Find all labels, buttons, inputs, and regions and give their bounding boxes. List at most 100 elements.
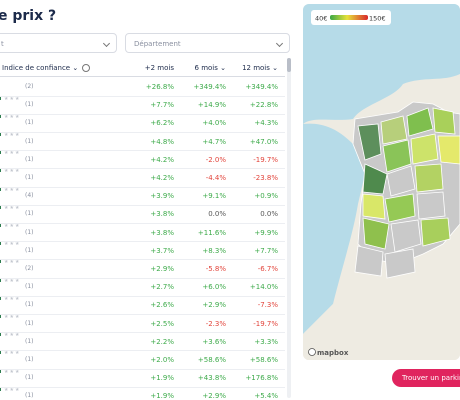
change-value: +4.7% — [202, 137, 226, 146]
change-value: -6.7% — [257, 265, 278, 273]
rating-count: (1) — [25, 228, 34, 236]
find-parking-button[interactable]: Trouver un parking — [392, 369, 460, 387]
change-value: +1.9% — [150, 374, 174, 383]
change-value: +7.7% — [254, 246, 278, 255]
rating-count: (1) — [25, 319, 34, 327]
rating-count: (1) — [25, 210, 34, 218]
change-value: +2.0% — [150, 356, 174, 364]
change-value: 0.0% — [208, 210, 226, 219]
rating-stars: ★★★ — [0, 139, 20, 158]
rating-count: (2) — [25, 265, 34, 272]
change-value: +3.6% — [202, 337, 226, 346]
change-value: 0.0% — [260, 210, 278, 219]
row-divider — [0, 95, 285, 97]
change-value: -4.4% — [205, 174, 226, 182]
legend-max: 150€ — [369, 15, 386, 23]
row-divider — [0, 259, 285, 261]
change-value: +349.4% — [245, 83, 278, 91]
header-text: 12 mois — [242, 64, 270, 72]
column-header[interactable]: 6 mois ⌄ — [194, 64, 226, 72]
change-value: +2.5% — [150, 319, 174, 328]
rating-stars: ★★★ — [0, 230, 20, 249]
change-value: +3.7% — [150, 246, 174, 255]
change-value: -23.8% — [253, 174, 278, 182]
rating-count: (1) — [25, 101, 34, 109]
rating-stars: ★★★ — [0, 248, 20, 267]
rating-count: (4) — [25, 192, 34, 200]
change-value: +2.6% — [150, 301, 174, 310]
rating-count: (1) — [25, 337, 34, 345]
row-divider — [0, 332, 285, 334]
row-divider — [0, 131, 285, 133]
rating-count: (1) — [25, 137, 34, 145]
map-attribution: mapbox — [317, 349, 349, 357]
column-header[interactable]: +2 mois — [145, 64, 174, 72]
row-divider — [0, 113, 285, 115]
change-value: +3.8% — [150, 210, 174, 219]
change-value: -2.3% — [205, 319, 226, 328]
rating-stars: ★★★ — [0, 157, 20, 176]
change-value: +4.2% — [150, 174, 174, 182]
change-value: +6.0% — [202, 283, 226, 292]
change-value: +4.0% — [202, 119, 226, 128]
rating-stars: ★★★ — [0, 212, 20, 231]
change-value: +47.0% — [249, 137, 278, 146]
row-divider — [0, 150, 285, 152]
change-value: -5.8% — [205, 265, 226, 273]
rating-count: (1) — [25, 301, 34, 309]
change-value: +0.9% — [254, 192, 278, 201]
page-title: e prix ? — [0, 8, 57, 24]
rating-count: (1) — [25, 356, 34, 363]
rating-stars: ★★★ — [0, 285, 20, 304]
change-value: +2.9% — [202, 301, 226, 310]
change-value: +43.8% — [197, 374, 226, 383]
change-value: +3.3% — [254, 337, 278, 346]
row-divider — [0, 241, 285, 243]
rating-stars: ★★★ — [0, 121, 20, 140]
header-text: Indice de confiance — [2, 64, 71, 72]
change-value: +7.7% — [150, 101, 174, 110]
column-header[interactable]: 12 mois ⌄ — [242, 64, 278, 72]
change-value: +4.2% — [150, 155, 174, 164]
change-value: +3.9% — [150, 192, 174, 201]
rating-stars: ★★★ — [0, 394, 20, 400]
rating-stars: ★★★ — [0, 376, 20, 395]
select-value: t — [1, 40, 4, 48]
change-value: +14.9% — [197, 101, 226, 110]
header-divider — [0, 76, 285, 77]
change-value: -2.0% — [205, 155, 226, 164]
column-header[interactable]: Indice de confiance ⌄ — [2, 64, 91, 72]
rating-stars: ★★★ — [0, 176, 20, 195]
change-value: +26.8% — [145, 83, 174, 91]
change-value: +1.9% — [150, 392, 174, 400]
header-text: +2 mois — [144, 64, 174, 72]
legend-min: 40€ — [315, 15, 327, 23]
row-divider — [0, 186, 285, 188]
change-value: +4.8% — [150, 137, 174, 146]
change-value: +176.8% — [245, 374, 278, 383]
change-value: +349.4% — [193, 83, 226, 91]
row-divider — [0, 295, 285, 297]
row-divider — [0, 204, 285, 206]
change-value: +58.6% — [197, 356, 226, 364]
row-divider — [0, 222, 285, 224]
change-value: +14.0% — [249, 283, 278, 292]
change-value: +22.8% — [249, 101, 278, 110]
row-divider — [0, 386, 285, 388]
rating-count: (1) — [25, 246, 34, 254]
change-value: +4.3% — [254, 119, 278, 128]
change-value: +9.1% — [202, 192, 226, 201]
select-value: Département — [134, 40, 181, 48]
rating-count: (1) — [25, 174, 34, 181]
rating-stars: ★★★ — [0, 267, 20, 286]
select[interactable]: t — [0, 33, 117, 53]
rating-count: (2) — [25, 83, 34, 90]
select[interactable]: Département — [125, 33, 290, 53]
change-value: +8.3% — [202, 246, 226, 255]
change-value: +3.8% — [150, 228, 174, 237]
rating-stars: ★★★ — [0, 321, 20, 340]
rating-count: (1) — [25, 119, 34, 127]
map[interactable]: 40€ 150€ mapbox — [303, 4, 460, 360]
row-divider — [0, 168, 285, 170]
